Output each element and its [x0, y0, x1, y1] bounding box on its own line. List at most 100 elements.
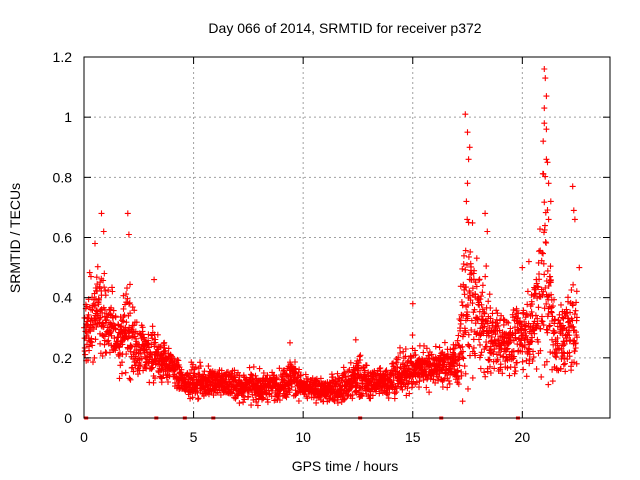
data-point — [526, 346, 533, 353]
data-point — [476, 336, 482, 343]
data-point — [241, 396, 248, 403]
data-point — [488, 334, 495, 340]
data-point — [112, 347, 119, 354]
data-point — [505, 319, 512, 326]
data-point — [522, 326, 529, 333]
data-point — [451, 366, 458, 373]
data-point — [543, 240, 550, 246]
data-point — [538, 257, 545, 264]
data-point — [472, 352, 479, 359]
data-point — [469, 285, 476, 292]
data-point — [402, 353, 409, 360]
data-point — [94, 263, 101, 270]
data-point — [545, 283, 552, 289]
data-point — [545, 180, 552, 187]
data-point — [178, 366, 185, 373]
data-point — [96, 296, 102, 303]
data-point — [116, 353, 123, 360]
data-point — [430, 376, 437, 383]
data-point — [544, 207, 551, 213]
data-point — [458, 372, 465, 379]
data-point — [472, 320, 479, 327]
data-point — [545, 216, 552, 223]
data-point — [395, 354, 402, 361]
data-point — [133, 319, 140, 326]
data-point — [397, 350, 404, 356]
data-point — [313, 399, 320, 406]
data-point — [399, 386, 406, 393]
data-point — [504, 345, 511, 352]
data-point — [470, 336, 477, 343]
data-point — [191, 370, 198, 377]
data-point — [484, 320, 491, 327]
data-point — [507, 325, 514, 332]
data-point — [148, 365, 155, 372]
data-point — [124, 295, 131, 302]
data-point — [248, 402, 255, 409]
data-point — [119, 370, 125, 377]
data-point — [294, 374, 301, 381]
data-point — [197, 359, 203, 366]
data-point — [544, 327, 551, 334]
data-point — [283, 370, 290, 377]
data-point — [493, 316, 500, 323]
data-point — [481, 323, 488, 330]
data-point — [123, 351, 130, 357]
data-point — [349, 395, 356, 402]
data-point — [86, 328, 93, 335]
data-point — [541, 105, 548, 112]
data-point — [520, 307, 527, 314]
data-point — [458, 299, 465, 305]
data-point — [391, 395, 398, 402]
data-point — [541, 120, 548, 127]
data-point — [468, 317, 475, 324]
data-point — [420, 349, 427, 356]
data-point — [512, 368, 519, 375]
data-point — [460, 261, 467, 267]
data-point — [497, 361, 504, 368]
data-point — [560, 338, 567, 345]
data-point — [165, 379, 171, 385]
data-point — [541, 66, 548, 72]
data-point — [559, 314, 566, 321]
y-tick-label: 0.4 — [53, 290, 73, 306]
data-point — [530, 348, 536, 355]
data-point — [352, 336, 359, 343]
data-point — [485, 332, 492, 339]
data-point — [570, 207, 577, 214]
data-point — [571, 311, 578, 318]
data-point — [495, 337, 502, 344]
data-point — [540, 322, 547, 329]
data-point — [402, 346, 409, 352]
data-point — [547, 322, 553, 329]
data-point — [540, 138, 547, 145]
data-point — [87, 338, 94, 345]
data-point — [394, 364, 401, 371]
data-point — [86, 269, 93, 276]
data-point — [470, 344, 477, 351]
data-point — [541, 362, 548, 368]
data-point — [341, 396, 347, 403]
data-point — [297, 372, 304, 379]
data-point — [491, 346, 498, 353]
data-point — [276, 397, 283, 404]
data-point — [536, 291, 543, 297]
data-point — [481, 310, 488, 317]
data-point — [548, 304, 555, 311]
data-point — [409, 332, 416, 339]
data-point — [246, 364, 253, 371]
data-point — [464, 315, 471, 322]
data-point — [462, 329, 469, 336]
data-point — [101, 333, 108, 340]
data-point — [192, 364, 199, 371]
data-point — [549, 378, 556, 385]
data-point — [532, 312, 539, 319]
data-point — [426, 389, 433, 396]
data-point — [466, 144, 473, 151]
data-point — [567, 309, 574, 316]
data-point — [259, 394, 266, 401]
data-point — [304, 395, 311, 402]
data-point — [459, 343, 466, 350]
data-point — [537, 226, 543, 233]
data-point — [81, 344, 88, 351]
